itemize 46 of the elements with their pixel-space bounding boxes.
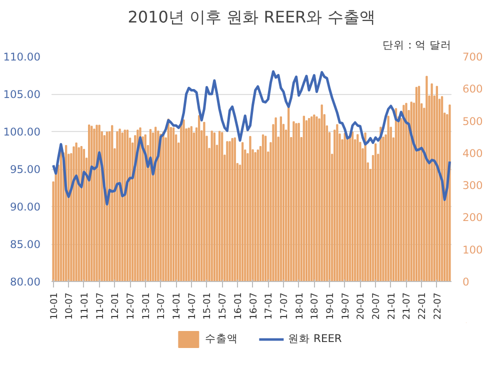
- x-tick-label: 19-01: [325, 292, 336, 320]
- x-tick-label: 12-07: [126, 292, 137, 320]
- y-tick-label: 110.00: [3, 50, 41, 64]
- x-tick-label: 14-07: [186, 292, 198, 320]
- x-tick-label: 22-07: [432, 292, 444, 320]
- x-tick-label: 18-01: [294, 292, 306, 320]
- x-tick-label: 10-07: [64, 292, 76, 320]
- legend-label: 원화 REER: [288, 332, 342, 346]
- x-tick-label: 18-07: [310, 292, 321, 320]
- x-tick-label: 11-01: [79, 292, 90, 320]
- legend-label: 수출액: [205, 332, 238, 346]
- y2-tick-label: 400: [462, 146, 484, 160]
- x-tick-label: 14-01: [172, 292, 183, 320]
- x-tick-label: 13-01: [140, 292, 152, 320]
- x-tick-label: 10-01: [48, 292, 60, 320]
- x-tick-label: 13-07: [156, 292, 168, 320]
- x-tick-label: 17-01: [264, 292, 275, 320]
- x-tick-label: 16-07: [248, 292, 260, 320]
- x-tick-label: 16-01: [232, 292, 244, 320]
- chart-title: 2010년 이후 원화 REER와 수출액: [128, 8, 376, 26]
- y2-tick-label: 500: [462, 114, 484, 128]
- y2-tick-label: 600: [462, 82, 484, 96]
- x-tick-label: 21-07: [402, 292, 413, 320]
- y2-tick-label: 300: [462, 179, 484, 192]
- x-tick-label: 22-01: [417, 292, 428, 320]
- x-tick-label: 21-01: [386, 292, 398, 320]
- x-tick-label: 15-01: [202, 292, 214, 320]
- y2-tick-label: 700: [462, 50, 484, 64]
- y-tick-label: 105.00: [3, 88, 41, 101]
- x-tick-label: 15-07: [218, 292, 229, 320]
- x-tick-label: 20-07: [371, 292, 382, 320]
- y-tick-label: 85.00: [10, 238, 41, 251]
- x-tick-label: 12-01: [110, 292, 122, 320]
- y-tick-label: 90.00: [10, 200, 41, 214]
- y2-tick-label: 100: [462, 243, 484, 256]
- y2-tick-label: 200: [462, 211, 484, 224]
- y-tick-label: 95.00: [10, 163, 41, 176]
- y-tick-label: 80.00: [10, 276, 41, 288]
- y-tick-label: 100.00: [3, 126, 41, 138]
- line-series: [52, 70, 451, 206]
- y2-tick-label: 0: [462, 276, 470, 288]
- text: 단위 : 억 달러: [382, 38, 452, 52]
- x-tick-label: 11-07: [94, 292, 106, 320]
- x-tick-label: 19-07: [340, 292, 352, 320]
- x-tick-label: 17-07: [278, 292, 290, 320]
- x-tick-label: 20-01: [356, 292, 367, 320]
